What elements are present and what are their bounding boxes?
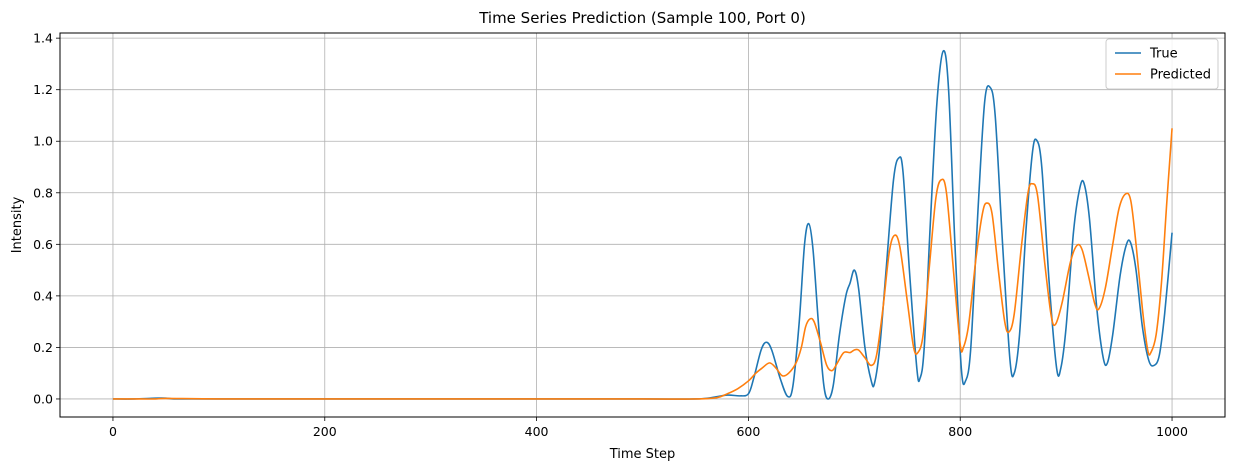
x-tick-label: 600 [736, 424, 760, 439]
y-tick-label: 0.4 [33, 288, 53, 303]
x-tick-label: 1000 [1156, 424, 1188, 439]
y-tick-label: 1.4 [33, 31, 53, 46]
axis-ticks: 0 200 400 600 800 1000 0.0 0.2 0.4 0.6 0.8 1.0 1.2 1.… [33, 31, 1188, 439]
legend-label-predicted: Predicted [1150, 68, 1211, 83]
x-tick-label: 400 [525, 424, 549, 439]
x-tick-label: 0 [109, 424, 117, 439]
y-tick-label: 0.6 [33, 237, 53, 252]
x-tick-label: 200 [313, 424, 337, 439]
y-tick-label: 1.2 [33, 82, 53, 97]
y-tick-label: 0.2 [33, 340, 53, 355]
y-tick-label: 0.8 [33, 185, 53, 200]
grid [60, 33, 1225, 417]
chart-title: Time Series Prediction (Sample 100, Port… [478, 9, 806, 27]
x-axis-label: Time Step [609, 447, 676, 462]
series-line-true [112, 49, 1173, 400]
legend-box [1105, 38, 1219, 90]
y-tick-label: 1.0 [33, 134, 53, 149]
x-tick-label: 800 [948, 424, 972, 439]
y-tick-label: 0.0 [33, 391, 53, 406]
plot-frame [59, 32, 1226, 418]
legend: True Predicted [1105, 38, 1219, 90]
series-lines [112, 49, 1173, 400]
legend-label-true: True [1149, 47, 1178, 62]
y-axis-label: Intensity [10, 196, 25, 253]
series-line-predicted [112, 128, 1173, 400]
